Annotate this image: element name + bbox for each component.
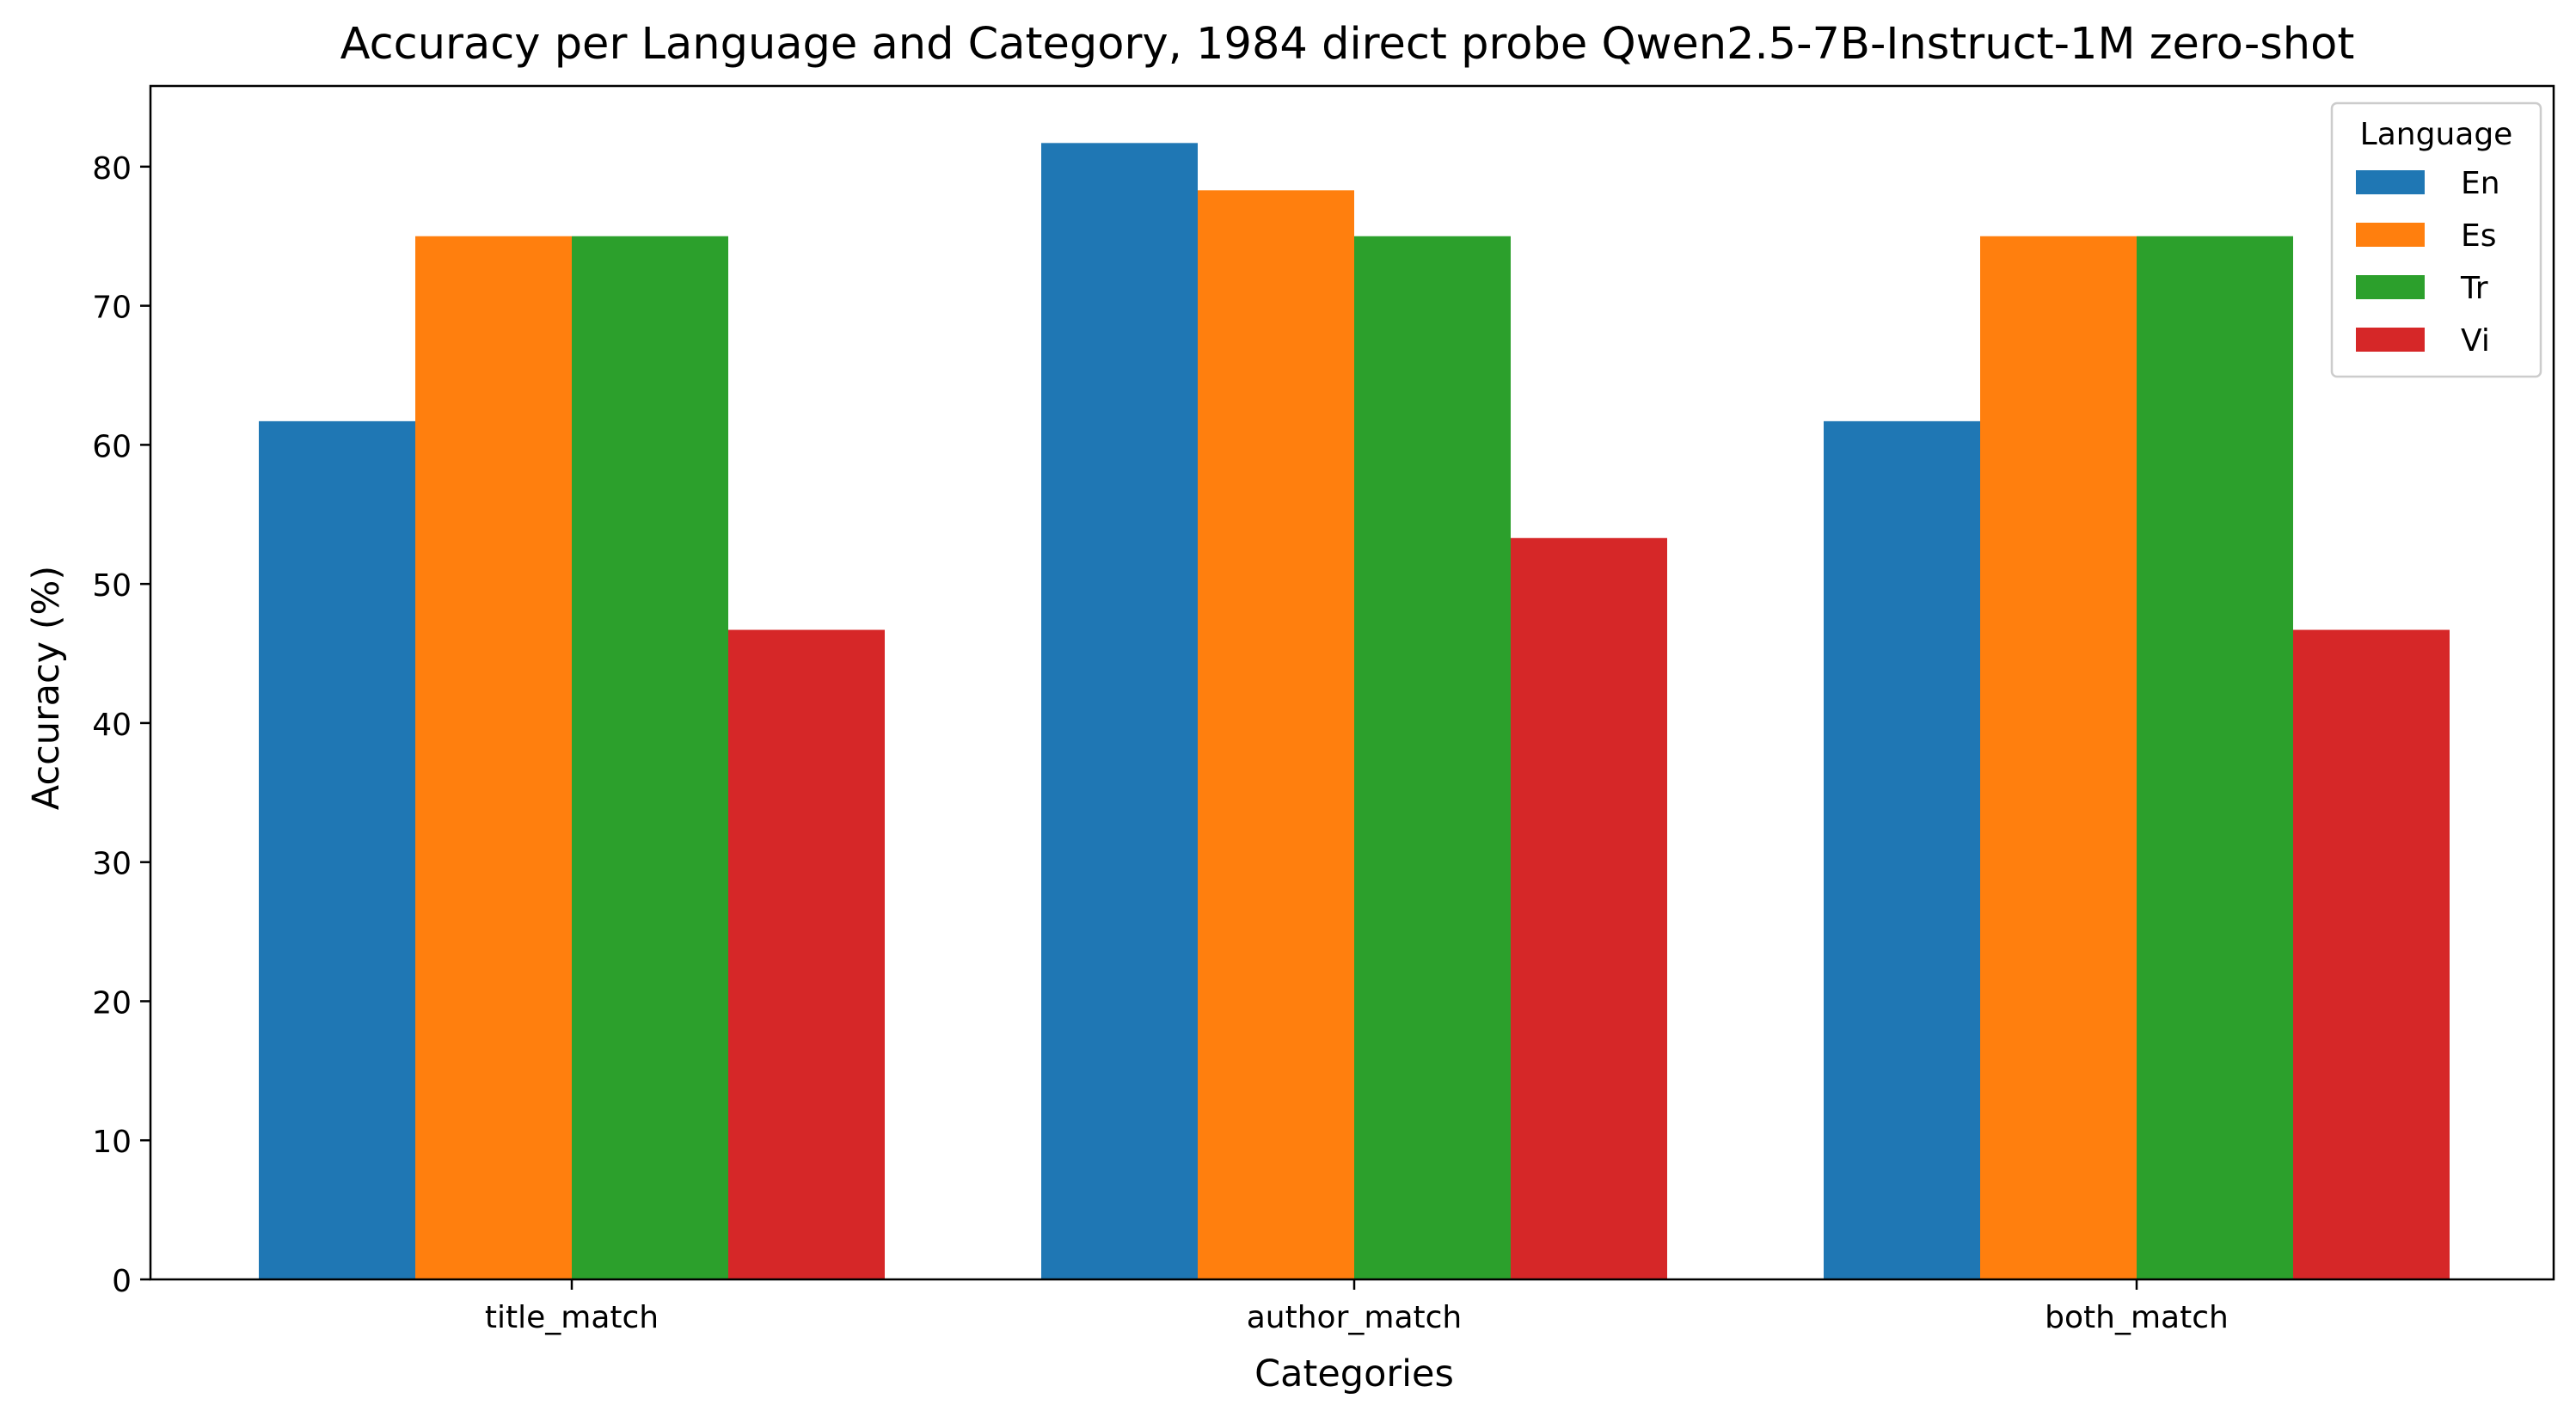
y-tick-label: 70 — [92, 291, 132, 326]
bar-tr-title_match — [572, 236, 728, 1280]
bar-vi-both_match — [2293, 629, 2450, 1279]
legend: Language En Es Tr Vi — [2330, 101, 2542, 378]
plot-frame — [149, 84, 2555, 1281]
bars-layer — [259, 143, 2450, 1280]
axes-layer: 0 10 20 30 40 50 60 70 80 title_match author_match… — [92, 84, 2555, 1335]
chart-title: Accuracy per Language and Category, 1984… — [340, 19, 2355, 70]
legend-swatch-es — [2356, 223, 2425, 247]
legend-swatch-en — [2356, 170, 2425, 194]
bar-tr-both_match — [2137, 236, 2293, 1280]
legend-swatch-vi — [2356, 328, 2425, 352]
bar-en-title_match — [259, 420, 415, 1279]
y-axis-label: Accuracy (%) — [25, 566, 68, 810]
bar-es-author_match — [1198, 190, 1354, 1280]
x-axis-label: Categories — [1254, 1352, 1454, 1395]
y-tick-label: 10 — [92, 1125, 132, 1160]
x-tick-label: author_match — [1247, 1300, 1463, 1335]
legend-label-tr: Tr — [2460, 271, 2488, 306]
legend-label-en: En — [2461, 166, 2500, 201]
y-tick-label: 40 — [92, 708, 132, 743]
y-tick-label: 60 — [92, 429, 132, 464]
legend-title: Language — [2360, 117, 2513, 152]
y-tick-label: 50 — [92, 568, 132, 604]
bar-es-both_match — [1980, 236, 2137, 1280]
y-tick-label: 30 — [92, 847, 132, 882]
bar-vi-title_match — [728, 629, 885, 1279]
legend-swatch-tr — [2356, 275, 2425, 299]
y-tick-label: 80 — [92, 151, 132, 187]
legend-label-vi: Vi — [2461, 323, 2490, 359]
bar-tr-author_match — [1354, 236, 1511, 1280]
bar-es-title_match — [415, 236, 572, 1280]
y-tick-label: 0 — [112, 1264, 132, 1299]
bar-en-author_match — [1041, 143, 1198, 1280]
x-tick-label: title_match — [485, 1300, 659, 1335]
bar-en-both_match — [1824, 420, 1980, 1279]
bar-vi-author_match — [1511, 537, 1667, 1279]
y-tick-label: 20 — [92, 985, 132, 1021]
x-tick-label: both_match — [2045, 1300, 2229, 1335]
legend-label-es: Es — [2461, 218, 2497, 254]
